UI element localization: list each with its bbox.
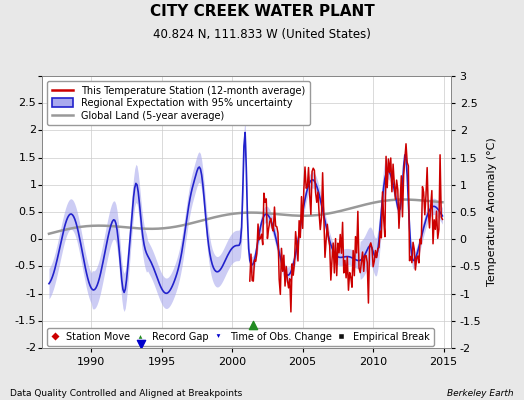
Point bbox=[249, 322, 257, 328]
Text: Berkeley Earth: Berkeley Earth bbox=[447, 389, 514, 398]
Text: 2.5: 2.5 bbox=[19, 98, 36, 108]
Text: CITY CREEK WATER PLANT: CITY CREEK WATER PLANT bbox=[150, 4, 374, 19]
Text: 40.824 N, 111.833 W (United States): 40.824 N, 111.833 W (United States) bbox=[153, 28, 371, 41]
Text: 1.5: 1.5 bbox=[19, 152, 36, 162]
Text: -1: -1 bbox=[25, 289, 36, 298]
Text: 2: 2 bbox=[29, 125, 36, 135]
Text: -2: -2 bbox=[25, 343, 36, 353]
Y-axis label: Temperature Anomaly (°C): Temperature Anomaly (°C) bbox=[487, 138, 497, 286]
Text: 0: 0 bbox=[29, 234, 36, 244]
Point bbox=[136, 340, 145, 347]
Text: -0.5: -0.5 bbox=[15, 262, 36, 271]
Text: -1.5: -1.5 bbox=[15, 316, 36, 326]
Legend: Station Move, Record Gap, Time of Obs. Change, Empirical Break: Station Move, Record Gap, Time of Obs. C… bbox=[47, 328, 433, 346]
Text: Data Quality Controlled and Aligned at Breakpoints: Data Quality Controlled and Aligned at B… bbox=[10, 389, 243, 398]
Text: 0.5: 0.5 bbox=[19, 207, 36, 217]
Text: 1: 1 bbox=[29, 180, 36, 190]
